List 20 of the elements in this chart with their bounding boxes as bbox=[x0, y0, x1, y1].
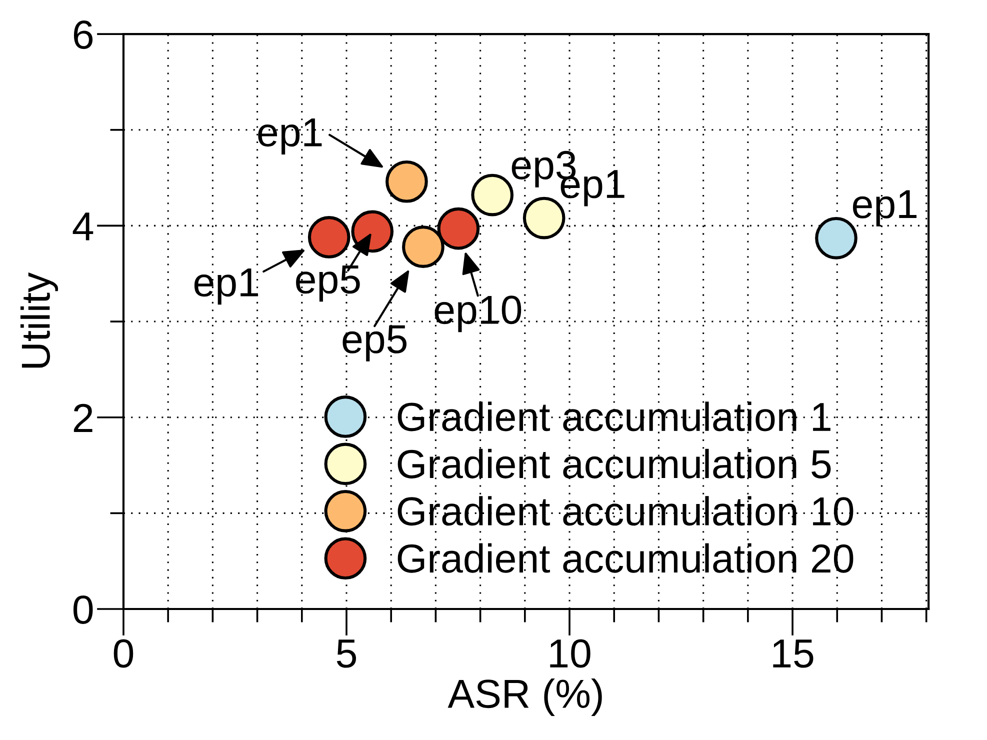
annotation: ep5 bbox=[296, 266, 360, 302]
annotation: ep1 bbox=[852, 190, 916, 226]
x-tick-label: 15 bbox=[773, 640, 814, 668]
legend-label: Gradient accumulation 20 bbox=[398, 543, 854, 573]
x-axis-title: ASR (%) bbox=[448, 678, 602, 716]
x-tick-label: 0 bbox=[114, 639, 134, 668]
legend-label: Gradient accumulation 5 bbox=[398, 448, 831, 478]
y-tick-label: 2 bbox=[74, 404, 92, 432]
x-tick-label: 10 bbox=[550, 639, 590, 668]
x-tick-label: 5 bbox=[336, 640, 356, 668]
legend-label: Gradient accumulation 10 bbox=[398, 496, 854, 526]
y-tick-label: 4 bbox=[72, 212, 94, 240]
annotation: ep5 bbox=[342, 325, 407, 362]
y-tick-label: 0 bbox=[73, 595, 93, 624]
annotation: ep1 bbox=[194, 268, 258, 305]
annotation: ep1 bbox=[258, 118, 322, 155]
annotation: ep10 bbox=[434, 296, 522, 332]
y-tick-label: 6 bbox=[74, 20, 93, 50]
y-axis-title: Utility bbox=[20, 272, 58, 368]
legend-label: Gradient accumulation 1 bbox=[398, 402, 830, 432]
